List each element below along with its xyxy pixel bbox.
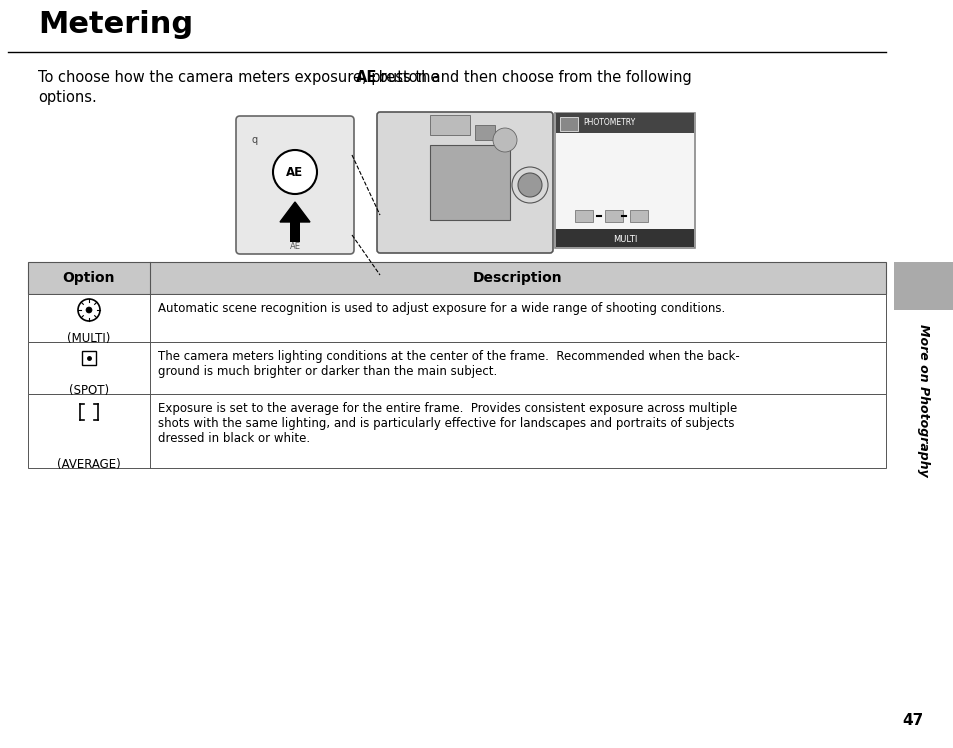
FancyBboxPatch shape (376, 112, 553, 253)
Text: More on Photography: More on Photography (917, 324, 929, 476)
Text: Option: Option (63, 271, 115, 285)
Bar (893, 262, 953, 310)
Text: Metering: Metering (38, 10, 193, 39)
Text: PHOTOMETRY: PHOTOMETRY (582, 118, 635, 127)
Bar (559, 117, 578, 131)
Text: Exposure is set to the average for the entire frame.  Provides consistent exposu: Exposure is set to the average for the e… (158, 402, 737, 445)
Bar (28, 294, 885, 342)
Text: options.: options. (38, 90, 96, 105)
Circle shape (517, 173, 541, 197)
Bar (28, 394, 885, 468)
Bar (556, 113, 693, 133)
Circle shape (86, 307, 91, 313)
Circle shape (493, 128, 517, 152)
Text: To choose how the camera meters exposure, press the: To choose how the camera meters exposure… (38, 70, 444, 85)
Bar (290, 222, 299, 242)
Text: MULTI: MULTI (612, 235, 637, 244)
Polygon shape (280, 202, 310, 222)
Bar (629, 210, 647, 222)
Bar (28, 262, 885, 294)
Bar (575, 210, 593, 222)
Text: Description: Description (473, 271, 562, 285)
FancyBboxPatch shape (235, 116, 354, 254)
Text: The camera meters lighting conditions at the center of the frame.  Recommended w: The camera meters lighting conditions at… (158, 350, 739, 378)
Text: AE: AE (289, 242, 300, 251)
Bar (8, 0, 893, 52)
Text: q: q (252, 135, 258, 145)
Text: AE: AE (286, 165, 303, 179)
Bar (604, 210, 622, 222)
Bar (555, 113, 695, 248)
Circle shape (273, 150, 316, 194)
Bar (430, 115, 470, 135)
Bar (475, 125, 495, 140)
Bar (556, 229, 693, 247)
Text: AE: AE (355, 70, 377, 85)
Text: (AVERAGE): (AVERAGE) (57, 458, 121, 471)
Text: button and then choose from the following: button and then choose from the followin… (374, 70, 691, 85)
Bar (430, 145, 510, 220)
Text: 47: 47 (902, 713, 923, 728)
Text: (MULTI): (MULTI) (68, 332, 111, 345)
Bar (82, 351, 96, 365)
Text: (SPOT): (SPOT) (69, 384, 109, 397)
Bar (28, 342, 885, 394)
Text: Automatic scene recognition is used to adjust exposure for a wide range of shoot: Automatic scene recognition is used to a… (158, 302, 724, 315)
